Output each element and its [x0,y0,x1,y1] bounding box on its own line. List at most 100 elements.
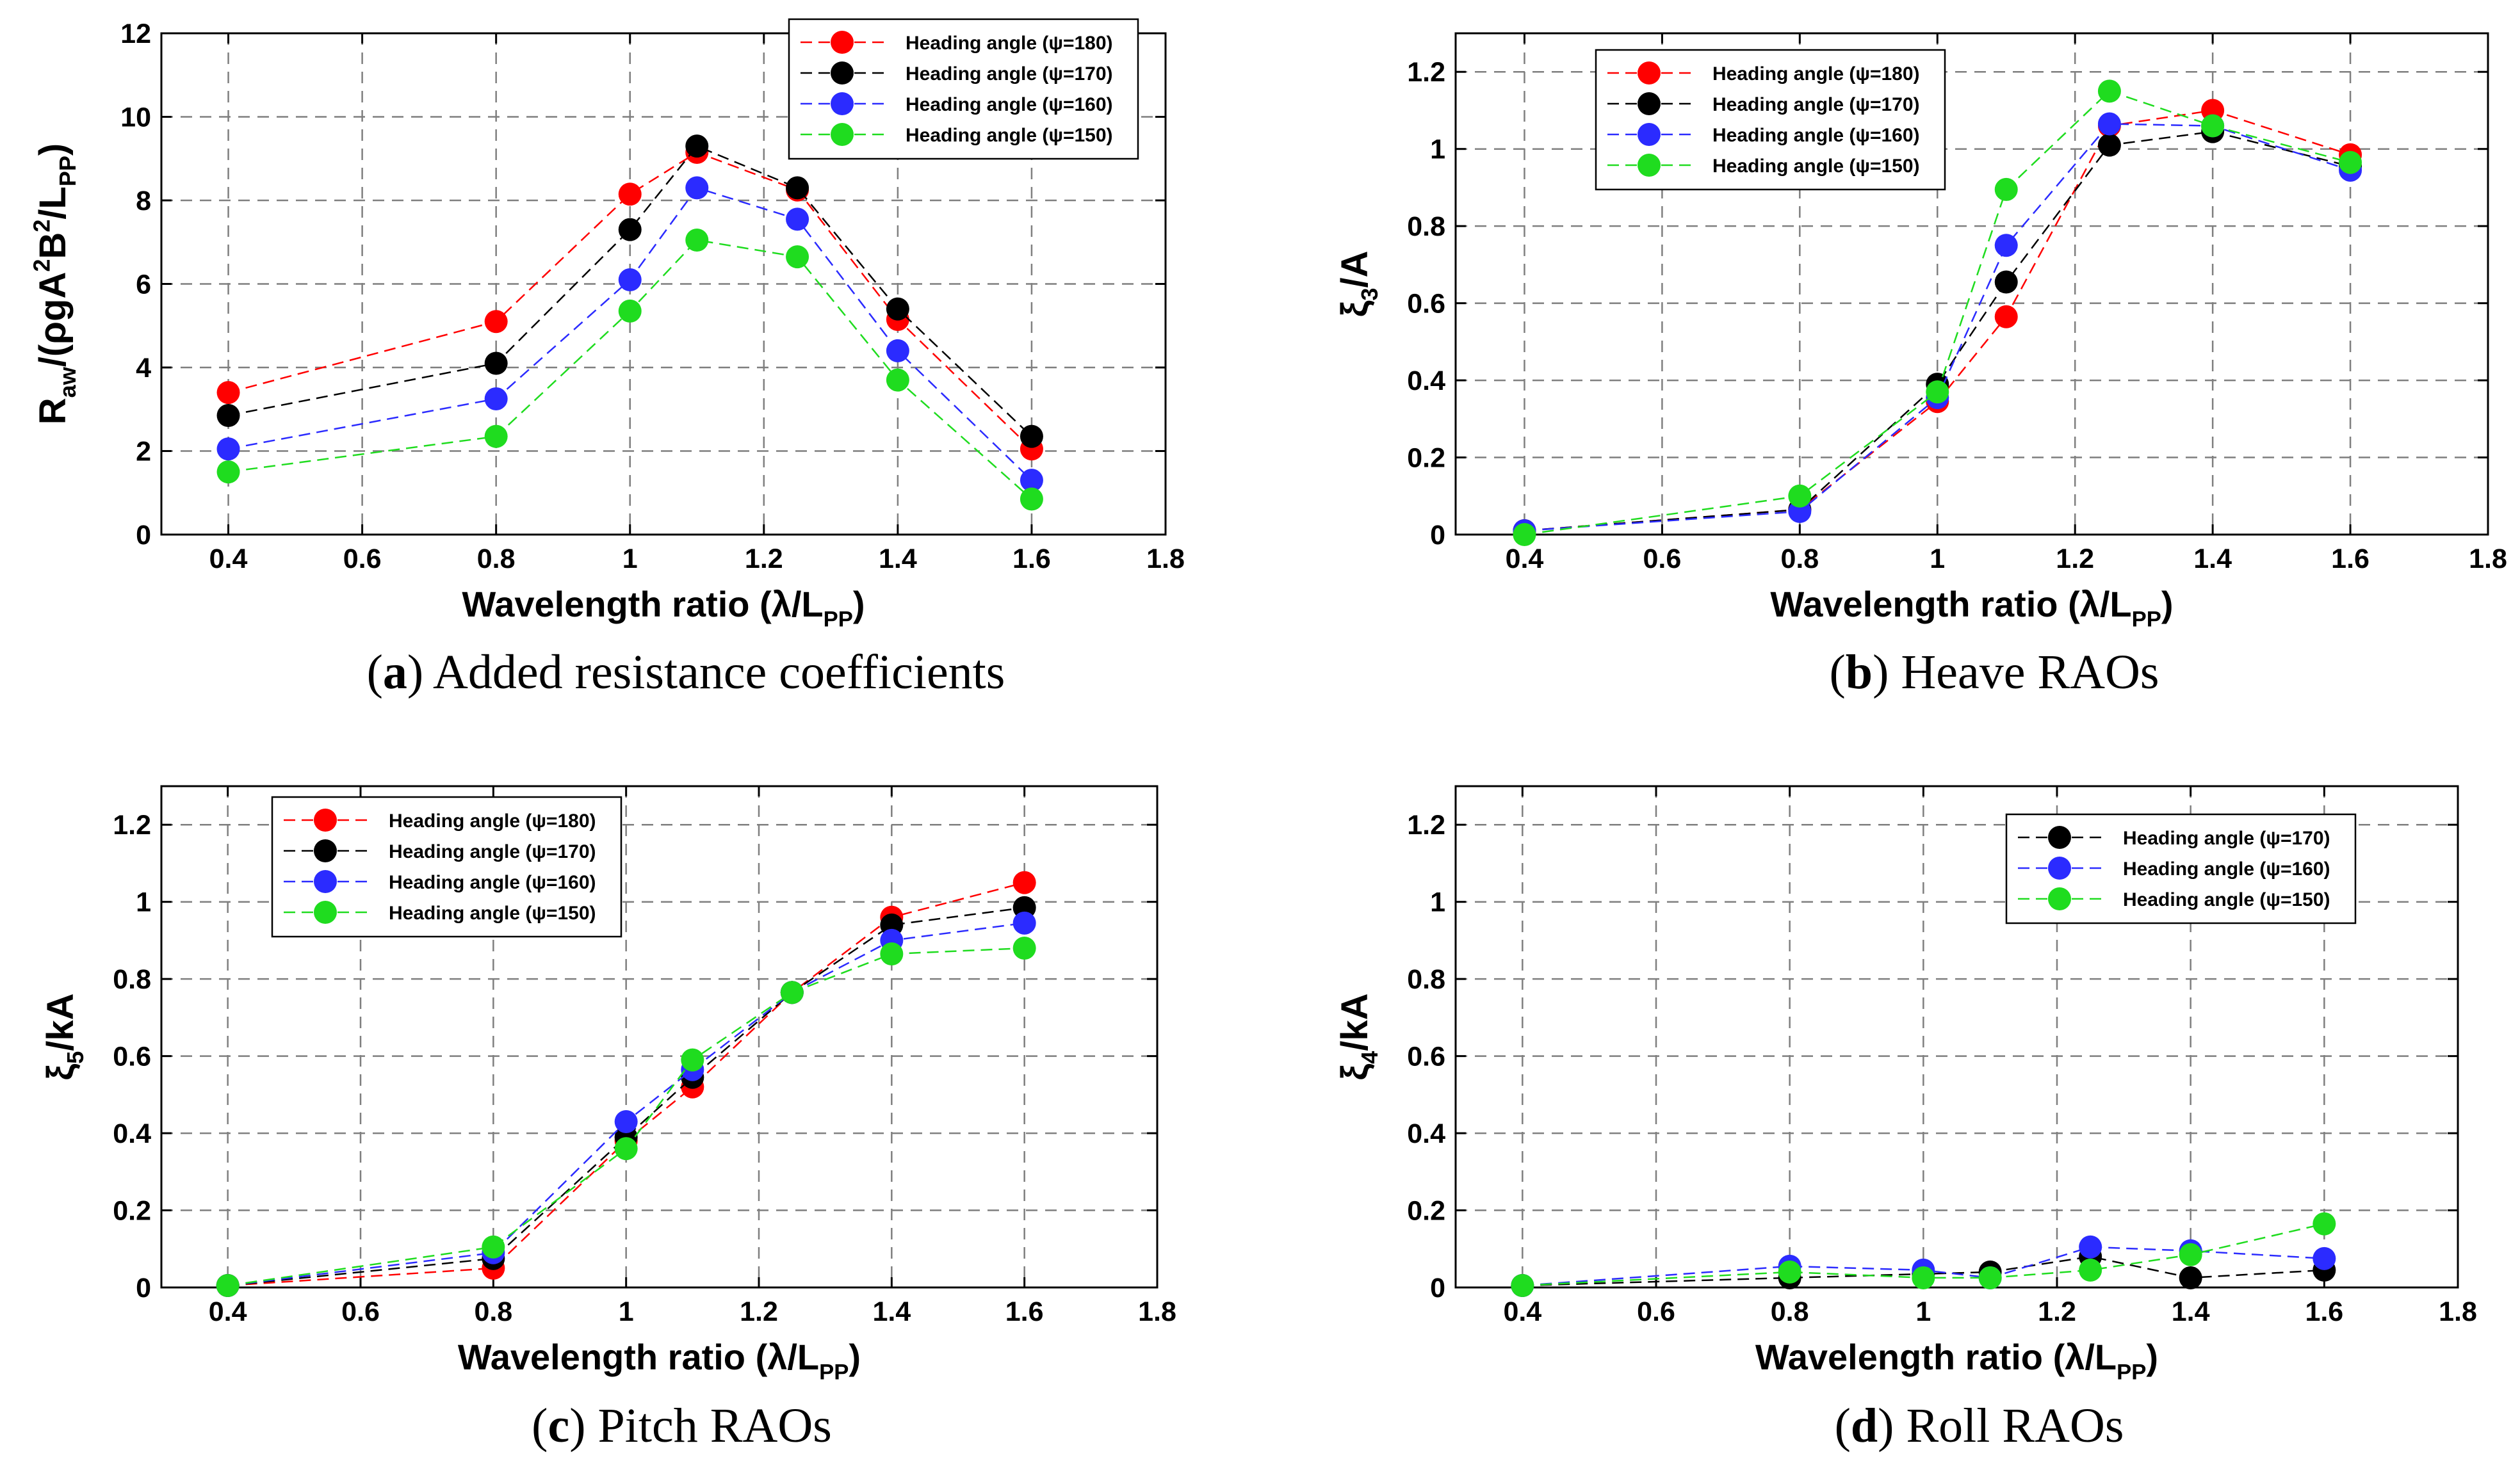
x-tick-label: 0.6 [1637,1296,1675,1327]
data-point [886,297,909,321]
y-tick-label: 0.4 [113,1118,151,1149]
data-point [618,299,642,323]
y-tick-label: 1.2 [1407,810,1445,841]
data-point [1926,380,1949,404]
data-point [216,1273,240,1297]
y-tick-label: 0 [1430,520,1445,551]
legend-label: Heading angle (ψ=170) [389,841,596,862]
y-tick-label: 1.2 [113,810,151,841]
x-tick-label: 1 [619,1296,634,1327]
y-tick-label: 0.8 [1407,211,1445,242]
legend-marker [2048,826,2071,849]
x-axis-title: Wavelength ratio (λ/LPP) [1770,584,2173,632]
legend-marker [314,870,337,893]
plot-area-frame [1454,785,2459,1289]
data-point [2179,1266,2202,1289]
data-point [2313,1212,2336,1236]
data-point [1020,487,1043,511]
data-point [1978,1266,2002,1289]
legend-label: Heading angle (ψ=160) [2123,859,2330,880]
legend-label: Heading angle (ψ=180) [389,811,596,832]
x-axis-title: Wavelength ratio (λ/LPP) [462,584,865,632]
data-point [886,368,909,392]
legend-label: Heading angle (ψ=170) [2123,828,2330,849]
data-point [2097,79,2121,103]
data-point [880,942,904,966]
series-psi170 [216,134,1043,448]
y-tick-label: 1.2 [1407,57,1445,88]
chart-b: 0.4 0.6 0.8 1 1.2 1.4 1.6 1.8 0 0.2 0.4 0.6 0.8 1 1.2 W… [1334,32,2507,699]
data-point [484,424,508,448]
x-tick-label: 1 [1915,1296,1931,1327]
data-point [780,981,804,1004]
series-psi150 [216,936,1036,1297]
x-tick-label: 0.6 [1643,544,1682,574]
legend: Heading angle (ψ=180) Heading angle (ψ=17… [1595,49,1946,191]
legend-label: Heading angle (ψ=170) [906,63,1113,85]
x-tick-label: 0.4 [209,544,248,574]
data-point [685,134,709,158]
x-tick-label: 1.8 [2469,544,2507,574]
x-tick-label: 0.4 [1506,544,1544,574]
y-tick-label: 0.6 [1407,1042,1445,1072]
panel-caption: (c) Pitch RAOs [532,1399,832,1453]
x-tick-label: 0.8 [474,1296,512,1327]
x-tick-label: 1.4 [2172,1296,2210,1327]
data-point [786,176,809,200]
legend-label: Heading angle (ψ=180) [1712,63,1920,85]
y-axis-title: Raw/(ρgA2B2/LPP) [29,143,81,424]
y-tick-label: 12 [120,19,151,49]
data-point [2313,1246,2336,1270]
data-point [1012,911,1036,935]
legend-label: Heading angle (ψ=180) [906,33,1113,54]
legend-marker [831,31,854,54]
plot-area-frame [160,785,1158,1289]
panel-caption: (d) Roll RAOs [1835,1399,2124,1453]
legend-label: Heading angle (ψ=150) [2123,889,2330,910]
legend-label: Heading angle (ψ=160) [1712,125,1920,146]
x-tick-label: 1.6 [2305,1296,2343,1327]
data-point [2079,1235,2102,1259]
data-point [216,460,240,484]
data-point [1513,523,1536,546]
x-tick-label: 1.4 [872,1296,911,1327]
data-point [1912,1266,1935,1289]
data-point [685,176,709,200]
data-point [618,268,642,291]
data-point [1778,1260,1801,1284]
data-point [1994,177,2018,201]
x-tick-label: 1.6 [1005,1296,1044,1327]
legend: Heading angle (ψ=180) Heading angle (ψ=17… [788,18,1139,160]
x-tick-label: 1.8 [1138,1296,1176,1327]
x-tick-label: 0.8 [1780,544,1819,574]
x-axis-title: Wavelength ratio (λ/LPP) [1755,1337,2158,1385]
y-axis-title: ξ5/kA [40,993,88,1080]
data-point [216,437,240,461]
data-point [484,310,508,334]
data-point [1020,469,1043,492]
y-tick-label: 0 [136,520,151,551]
legend-marker [831,123,854,146]
legend-marker [1638,123,1661,146]
plot-area-frame [1454,32,2489,536]
x-tick-label: 1.2 [2056,544,2094,574]
data-point [618,218,642,241]
y-tick-label: 6 [136,270,151,300]
y-tick-label: 1 [136,887,151,918]
legend-label: Heading angle (ψ=160) [906,94,1113,115]
series-psi150 [216,228,1043,511]
legend-marker [831,92,854,115]
legend-marker [314,901,337,924]
data-point [786,207,809,231]
data-point [685,228,709,252]
legend-label: Heading angle (ψ=150) [1712,156,1920,177]
y-tick-label: 1 [1430,887,1445,918]
x-tick-label: 0.4 [1503,1296,1541,1327]
data-point [2079,1258,2102,1282]
x-tick-label: 1 [622,544,638,574]
y-tick-label: 1 [1430,134,1445,165]
legend-marker [831,61,854,85]
y-tick-label: 0.2 [1407,1196,1445,1227]
